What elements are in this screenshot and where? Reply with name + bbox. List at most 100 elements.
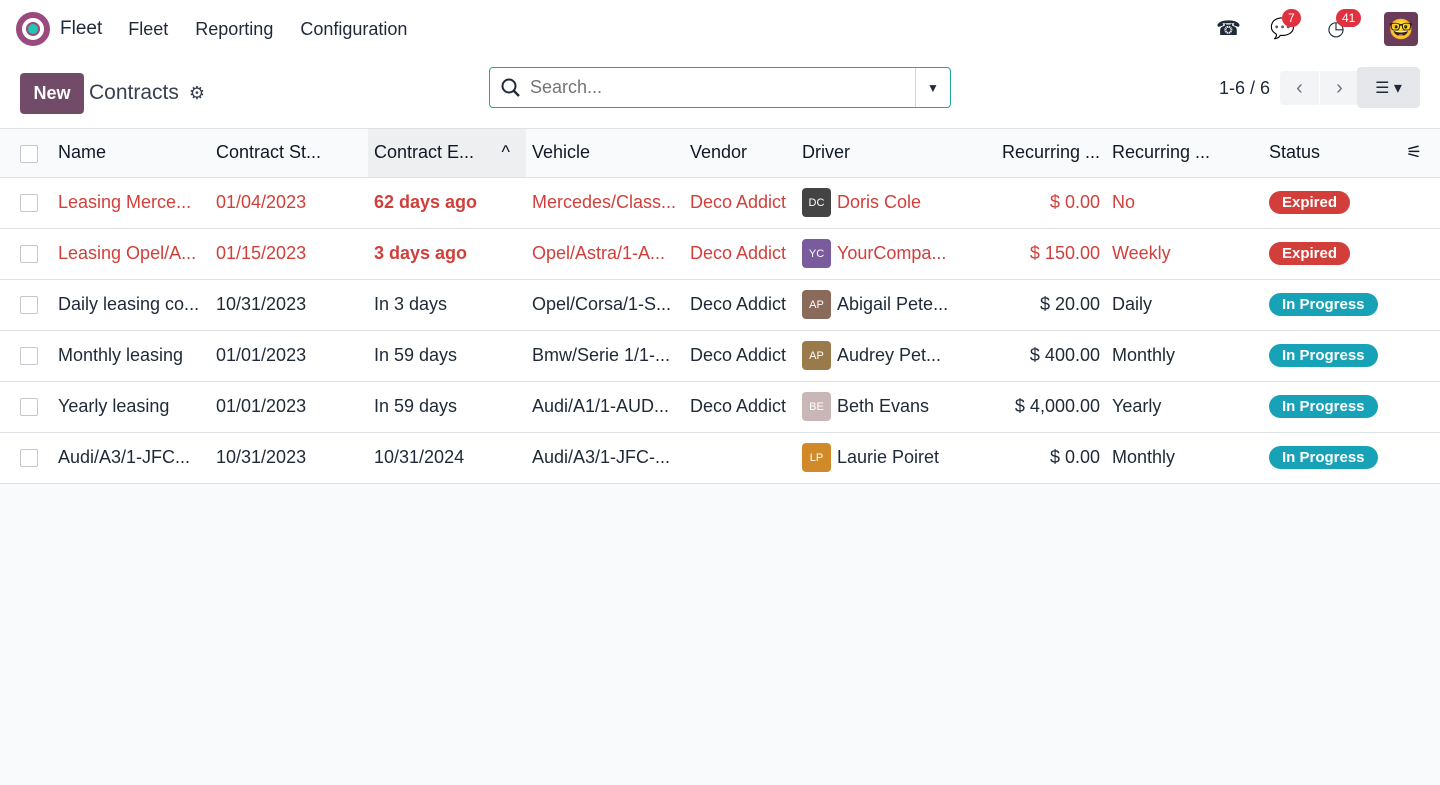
cell-recurring-frequency: Daily <box>1106 279 1263 331</box>
status-badge: In Progress <box>1269 446 1378 469</box>
cell-start: 01/15/2023 <box>210 228 368 280</box>
cell-recurring-cost: $ 20.00 <box>966 279 1106 331</box>
col-contract-start[interactable]: Contract St... <box>210 129 368 178</box>
activity-clock-icon[interactable]: ◷ 41 <box>1324 9 1362 41</box>
list-icon: ☰ ▾ <box>1375 79 1402 97</box>
gear-icon[interactable]: ⚙ <box>188 82 206 103</box>
status-badge: In Progress <box>1269 395 1378 418</box>
app-name[interactable]: Fleet <box>60 18 103 39</box>
cell-driver: LP Laurie Poiret <box>796 432 966 484</box>
table-row[interactable]: Leasing Opel/A... 01/15/2023 3 days ago … <box>0 228 1440 280</box>
table-row[interactable]: Daily leasing co... 10/31/2023 In 3 days… <box>0 279 1440 331</box>
driver-avatar: DC <box>802 188 831 217</box>
pager-next-button[interactable]: › <box>1320 71 1360 105</box>
contracts-table: Name Contract St... Contract E... ^ Vehic… <box>0 129 1440 484</box>
pager: 1-6 / 6 ‹ › <box>1219 71 1360 105</box>
driver-name: YourCompa... <box>837 243 947 263</box>
driver-name: Beth Evans <box>837 396 930 416</box>
cell-recurring-cost: $ 150.00 <box>966 228 1106 280</box>
cell-vendor: Deco Addict <box>684 330 796 382</box>
menu-fleet[interactable]: Fleet <box>128 18 169 39</box>
cell-end: 10/31/2024 <box>368 432 526 484</box>
col-vehicle[interactable]: Vehicle <box>526 129 684 178</box>
cell-status: In Progress <box>1263 432 1400 484</box>
menu-configuration[interactable]: Configuration <box>300 18 408 39</box>
cell-status: In Progress <box>1263 279 1400 331</box>
sort-asc-icon: ^ <box>501 142 510 163</box>
driver-avatar: BE <box>802 392 831 421</box>
cell-vehicle: Bmw/Serie 1/1-... <box>526 330 684 382</box>
pager-previous-button[interactable]: ‹ <box>1280 71 1320 105</box>
table-row[interactable]: Monthly leasing 01/01/2023 In 59 days Bm… <box>0 330 1440 382</box>
cell-start: 01/01/2023 <box>210 381 368 433</box>
cell-vendor: Deco Addict <box>684 381 796 433</box>
cell-vehicle: Audi/A1/1-AUD... <box>526 381 684 433</box>
select-all-checkbox[interactable] <box>20 144 38 163</box>
col-contract-end[interactable]: Contract E... ^ <box>368 129 526 178</box>
cell-start: 10/31/2023 <box>210 279 368 331</box>
cell-start: 01/04/2023 <box>210 177 368 229</box>
row-checkbox[interactable] <box>20 245 38 264</box>
messages-icon[interactable]: 💬 7 <box>1270 9 1301 41</box>
new-button[interactable]: New <box>20 72 84 114</box>
cell-status: Expired <box>1263 228 1400 280</box>
cell-start: 10/31/2023 <box>210 432 368 484</box>
status-badge: Expired <box>1269 191 1351 214</box>
cell-start: 01/01/2023 <box>210 330 368 382</box>
col-driver[interactable]: Driver <box>796 129 966 178</box>
search-options-toggle[interactable]: ▼ <box>915 68 950 107</box>
phone-icon[interactable]: ☎ <box>1216 18 1241 40</box>
cell-name[interactable]: Daily leasing co... <box>52 279 210 331</box>
user-avatar[interactable]: 🤓 <box>1384 12 1418 46</box>
cell-end: 3 days ago <box>368 228 526 280</box>
table-header: Name Contract St... Contract E... ^ Vehic… <box>0 129 1440 178</box>
cell-vehicle: Mercedes/Class... <box>526 177 684 229</box>
cell-vehicle: Opel/Astra/1-A... <box>526 228 684 280</box>
col-vendor[interactable]: Vendor <box>684 129 796 178</box>
cell-recurring-frequency: Monthly <box>1106 432 1263 484</box>
cell-driver: YC YourCompa... <box>796 228 966 280</box>
search-input[interactable] <box>522 77 915 98</box>
cell-name[interactable]: Yearly leasing <box>52 381 210 433</box>
breadcrumb-title: Contracts <box>89 81 179 104</box>
cell-recurring-cost: $ 4,000.00 <box>966 381 1106 433</box>
caret-down-icon: ▼ <box>927 80 939 95</box>
cell-end: 62 days ago <box>368 177 526 229</box>
cell-name[interactable]: Leasing Opel/A... <box>52 228 210 280</box>
cell-name[interactable]: Leasing Merce... <box>52 177 210 229</box>
messages-badge: 7 <box>1282 9 1301 27</box>
cell-driver: AP Abigail Pete... <box>796 279 966 331</box>
row-checkbox[interactable] <box>20 296 38 315</box>
view-switcher-button[interactable]: ☰ ▾ <box>1357 67 1420 108</box>
cell-status: Expired <box>1263 177 1400 229</box>
row-checkbox[interactable] <box>20 194 38 213</box>
pager-value[interactable]: 1-6 / 6 <box>1218 77 1270 98</box>
optional-columns-icon[interactable]: ⚟ <box>1400 129 1440 178</box>
cell-recurring-frequency: Weekly <box>1106 228 1263 280</box>
menu-reporting[interactable]: Reporting <box>195 18 274 39</box>
row-checkbox[interactable] <box>20 347 38 366</box>
cell-status: In Progress <box>1263 381 1400 433</box>
col-contract-end-label: Contract E... <box>374 142 475 163</box>
cell-recurring-cost: $ 400.00 <box>966 330 1106 382</box>
table-row[interactable]: Audi/A3/1-JFC... 10/31/2023 10/31/2024 A… <box>0 432 1440 484</box>
col-status[interactable]: Status <box>1263 129 1400 178</box>
col-recurring-frequency[interactable]: Recurring ... <box>1106 129 1263 178</box>
cell-end: In 59 days <box>368 381 526 433</box>
col-name[interactable]: Name <box>52 129 210 178</box>
table-row[interactable]: Yearly leasing 01/01/2023 In 59 days Aud… <box>0 381 1440 433</box>
fleet-logo-icon[interactable] <box>16 12 50 46</box>
cell-vehicle: Opel/Corsa/1-S... <box>526 279 684 331</box>
cell-name[interactable]: Audi/A3/1-JFC... <box>52 432 210 484</box>
row-checkbox[interactable] <box>20 449 38 468</box>
status-badge: In Progress <box>1269 344 1378 367</box>
row-checkbox[interactable] <box>20 398 38 417</box>
col-recurring-cost[interactable]: Recurring ... <box>966 129 1106 178</box>
table-row[interactable]: Leasing Merce... 01/04/2023 62 days ago … <box>0 177 1440 229</box>
cell-vehicle: Audi/A3/1-JFC-... <box>526 432 684 484</box>
top-navbar: Fleet Fleet Reporting Configuration ☎ 💬 7… <box>0 0 1440 58</box>
cell-name[interactable]: Monthly leasing <box>52 330 210 382</box>
cell-recurring-cost: $ 0.00 <box>966 177 1106 229</box>
cell-driver: AP Audrey Pet... <box>796 330 966 382</box>
cell-status: In Progress <box>1263 330 1400 382</box>
